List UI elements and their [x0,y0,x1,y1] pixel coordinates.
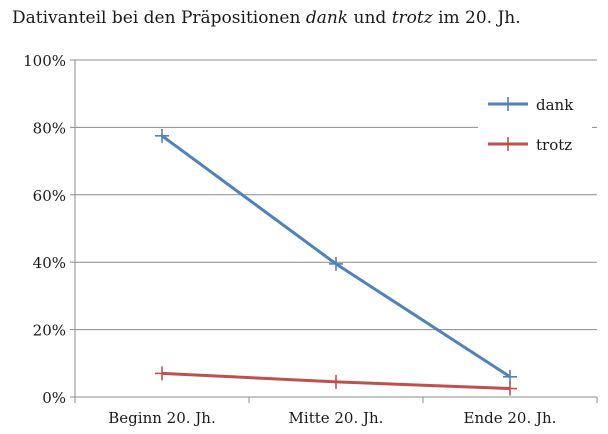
data-point-trotz [155,366,169,381]
chart-title-part: Dativanteil bei den Präpositionen [12,8,306,28]
chart-title-part: und [348,8,392,28]
y-axis-tick-labels: 0% 20% 40% 60% 80% 100% [23,52,66,407]
y-tick-label: 40% [33,254,66,272]
data-point-dank [329,256,343,271]
data-point-trotz [503,381,517,396]
chart-title-part: dank [305,8,349,28]
chart-title-part: trotz [391,8,433,28]
series-line-dank [161,134,511,379]
legend-marker-trotz [501,137,515,151]
axes [70,59,598,403]
y-tick-label: 100% [23,52,66,70]
y-tick-label: 60% [33,187,66,205]
x-tick-label: Ende 20. Jh. [464,409,557,427]
chart-title-part: im 20. Jh. [432,8,521,28]
legend-box [478,82,592,162]
legend-label-dank: dank [536,96,574,114]
data-point-trotz [329,374,343,389]
legend: dank trotz [478,82,592,162]
x-tick-label: Mitte 20. Jh. [289,409,384,427]
legend-label-trotz: trotz [536,136,572,154]
legend-marker-dank [501,97,515,111]
y-tick-label: 0% [42,389,66,407]
chart-title: Dativanteil bei den Präpositionen dank u… [12,8,521,28]
y-tick-label: 80% [33,119,66,137]
x-axis-tick-labels: Beginn 20. Jh. Mitte 20. Jh. Ende 20. Jh. [108,409,556,427]
data-point-dank [503,369,517,384]
y-tick-label: 20% [33,322,66,340]
x-tick-label: Beginn 20. Jh. [108,409,215,427]
series-lines [155,128,517,396]
data-point-dank [155,128,169,143]
